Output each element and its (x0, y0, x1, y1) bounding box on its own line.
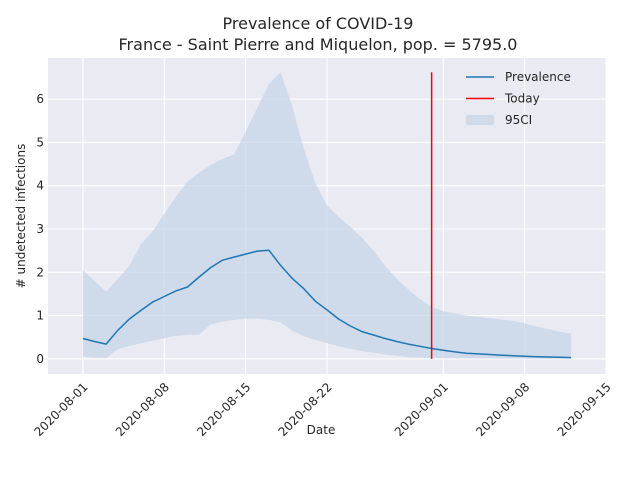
y-axis-label: # undetected infections (14, 144, 28, 289)
y-tick-label: 5 (36, 135, 44, 149)
chart-title: Prevalence of COVID-19 (223, 14, 414, 33)
legend-label: 95CI (505, 113, 532, 127)
y-tick-label: 4 (36, 179, 44, 193)
x-tick-label: 2020-08-08 (113, 380, 172, 439)
y-tick-label: 6 (36, 92, 44, 106)
ci-95-area (82, 72, 572, 359)
x-tick-label: 2020-08-01 (31, 380, 90, 439)
y-tick-label: 3 (36, 222, 44, 236)
x-axis-label: Date (307, 423, 336, 437)
legend-swatch (466, 115, 494, 125)
series-lines (82, 72, 572, 359)
x-tick-label: 2020-09-15 (555, 380, 614, 439)
legend: Prevalence Today 95CI (466, 70, 571, 127)
y-tick-labels: 0 1 2 3 4 5 6 (36, 92, 44, 366)
y-tick-label: 2 (36, 265, 44, 279)
legend-label: Today (504, 92, 540, 106)
y-tick-label: 0 (36, 352, 44, 366)
ci-band (82, 72, 572, 359)
chart-subtitle: France - Saint Pierre and Miquelon, pop.… (119, 35, 518, 54)
y-tick-label: 1 (36, 309, 44, 323)
x-tick-label: 2020-08-15 (194, 380, 253, 439)
legend-label: Prevalence (505, 70, 571, 84)
x-tick-label: 2020-09-08 (473, 380, 532, 439)
prevalence-line (82, 249, 572, 359)
x-tick-label: 2020-09-01 (392, 380, 451, 439)
